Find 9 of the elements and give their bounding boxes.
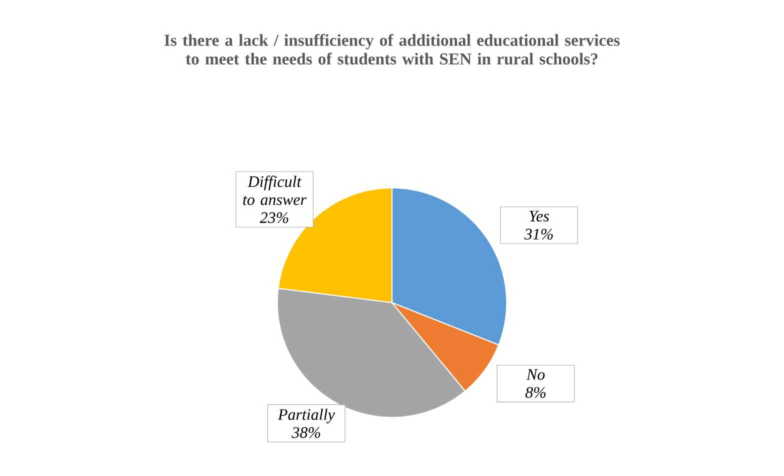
- data-label: 8%: [525, 387, 546, 398]
- chart-title: Is there a lack / insufficiency of additional educational services to meet the needs of students with SEN in rural schools?: [164, 34, 620, 65]
- data-label: 38%: [292, 427, 320, 438]
- data-label: 31%: [524, 228, 553, 240]
- slice-label: Difficult to answer: [243, 176, 307, 206]
- slice-label: Yes: [530, 210, 549, 222]
- data-label: 23%: [260, 212, 288, 224]
- slice-label: No: [526, 369, 545, 380]
- slice-label: Partially: [278, 408, 335, 424]
